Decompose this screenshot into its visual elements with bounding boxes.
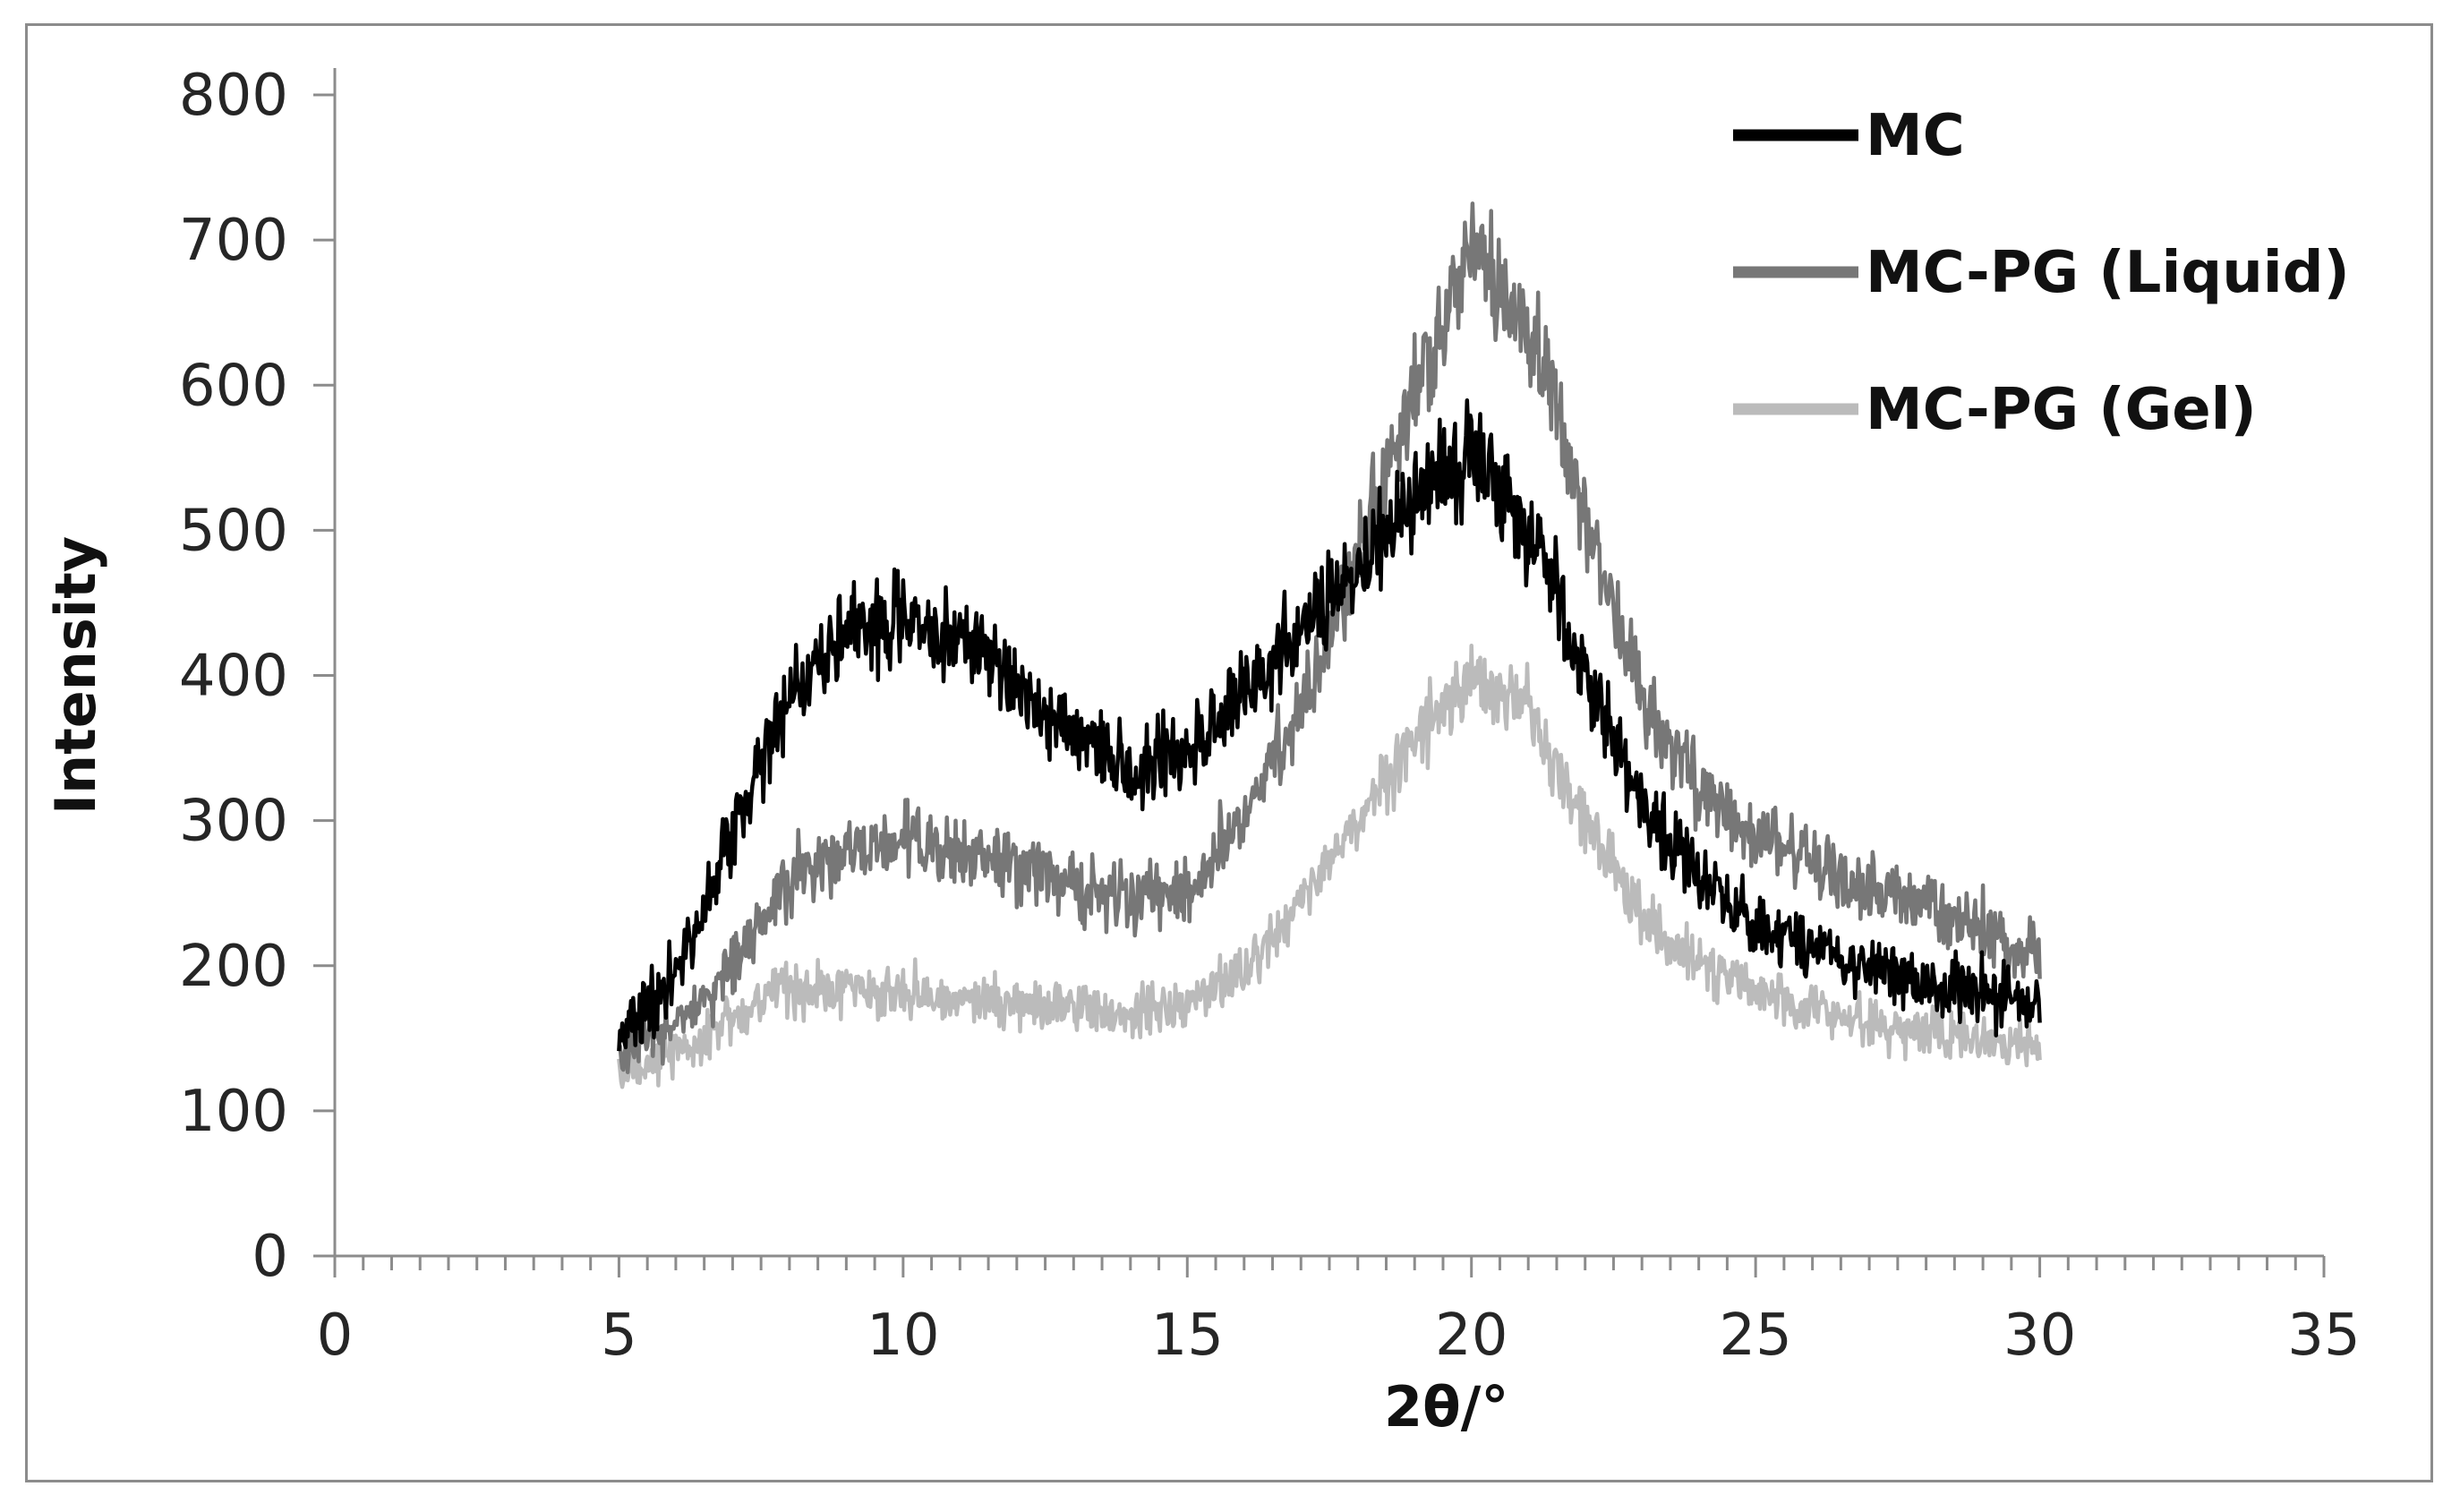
x-tick-label: 20 [1435,1303,1508,1369]
y-axis-title: Intensity [43,536,108,815]
legend-label-1: MC [1866,103,1965,169]
x-tick-label: 15 [1151,1303,1224,1369]
x-tick-label: 35 [2287,1303,2360,1369]
y-tick-label: 100 [179,1079,288,1145]
y-tick-label: 0 [252,1224,288,1290]
x-tick-label: 0 [317,1303,354,1369]
legend: MC MC-PG (Liquid) MC-PG (Gel) [1733,103,2350,443]
y-tick-label: 400 [179,644,288,710]
series-line-3 [617,644,2042,1089]
y-tick-label: 700 [179,208,288,274]
series-line-2 [617,201,2042,1074]
chart-frame: 0 100 200 300 400 500 600 700 800 0 5 10 15 20 25 30 35 … [25,23,2433,1482]
labels-layer: 0 100 200 300 400 500 600 700 800 0 5 10 15 20 25 30 35 [179,63,2361,1369]
x-axis-title: 2θ/° [1384,1374,1508,1439]
series-line-1 [617,398,2042,1052]
legend-label-3: MC-PG (Gel) [1866,377,2257,443]
plot-area: 0 100 200 300 400 500 600 700 800 0 5 10 15 20 25 30 35 [179,63,2361,1369]
series-layer [617,201,2042,1089]
x-tick-label: 25 [1719,1303,1791,1369]
y-tick-label: 800 [179,63,288,129]
y-tick-label: 300 [179,789,288,855]
ticks-layer [313,93,2326,1277]
y-tick-label: 200 [179,934,288,1000]
x-tick-label: 30 [2003,1303,2076,1369]
legend-label-2: MC-PG (Liquid) [1866,240,2350,306]
y-tick-label: 600 [179,353,288,419]
x-tick-label: 10 [867,1303,939,1369]
x-tick-label: 5 [601,1303,637,1369]
y-tick-label: 500 [179,498,288,564]
